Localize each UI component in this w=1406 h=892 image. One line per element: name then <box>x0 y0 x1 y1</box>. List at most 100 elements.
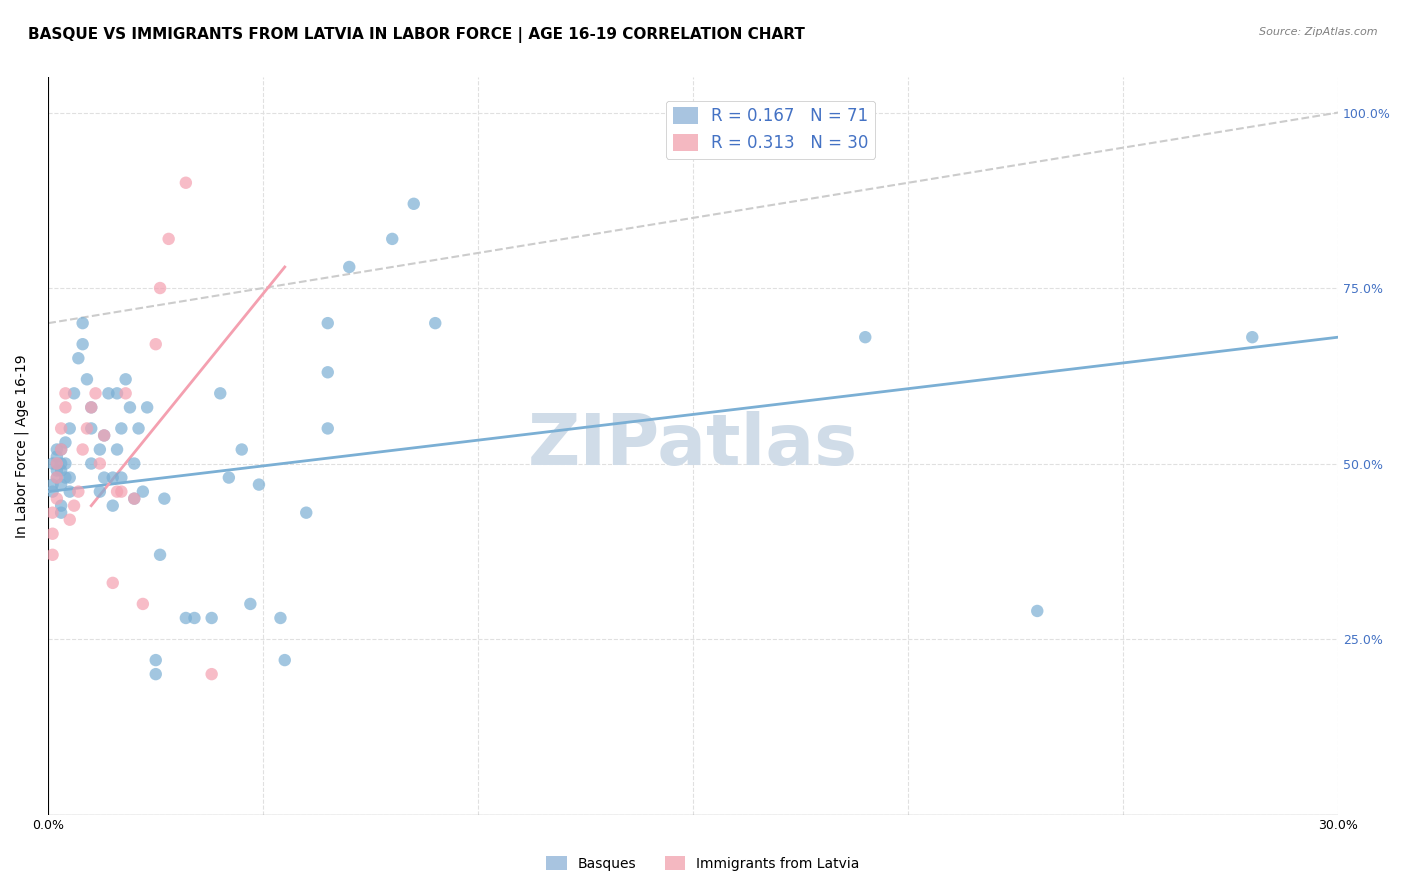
Point <box>101 575 124 590</box>
Point <box>402 196 425 211</box>
Point <box>72 337 94 351</box>
Point <box>55 470 77 484</box>
Point <box>122 491 145 506</box>
Point <box>59 484 82 499</box>
Point <box>80 457 103 471</box>
Point <box>145 653 167 667</box>
Point <box>80 401 103 415</box>
Point <box>174 611 197 625</box>
Point <box>49 464 72 478</box>
Point <box>49 442 72 457</box>
Point <box>157 232 180 246</box>
Point <box>59 421 82 435</box>
Point <box>45 464 67 478</box>
Point <box>122 491 145 506</box>
Point <box>80 401 103 415</box>
Text: ZIPatlas: ZIPatlas <box>529 411 858 481</box>
Point <box>97 386 120 401</box>
Point <box>295 506 318 520</box>
Point <box>89 457 111 471</box>
Point <box>110 421 132 435</box>
Point <box>1241 330 1264 344</box>
Point <box>45 442 67 457</box>
Point <box>201 611 224 625</box>
Point <box>231 442 253 457</box>
Point <box>132 597 155 611</box>
Point <box>101 499 124 513</box>
Point <box>853 330 876 344</box>
Point <box>93 470 115 484</box>
Point <box>122 457 145 471</box>
Text: Source: ZipAtlas.com: Source: ZipAtlas.com <box>1260 27 1378 37</box>
Point <box>63 499 86 513</box>
Point <box>269 611 291 625</box>
Point <box>105 442 128 457</box>
Point <box>72 442 94 457</box>
Point <box>45 457 67 471</box>
Point <box>93 428 115 442</box>
Point <box>41 477 63 491</box>
Point <box>45 457 67 471</box>
Point <box>239 597 262 611</box>
Point <box>41 526 63 541</box>
Point <box>67 484 90 499</box>
Point <box>381 232 404 246</box>
Point <box>49 477 72 491</box>
Point <box>316 365 339 379</box>
Point <box>89 442 111 457</box>
Point <box>316 316 339 330</box>
Point <box>132 484 155 499</box>
Point <box>41 484 63 499</box>
Point <box>114 386 136 401</box>
Point <box>105 484 128 499</box>
Point <box>101 470 124 484</box>
Point <box>110 470 132 484</box>
Point <box>105 386 128 401</box>
Point <box>59 513 82 527</box>
Point <box>55 435 77 450</box>
Point <box>174 176 197 190</box>
Point <box>84 386 107 401</box>
Point <box>89 484 111 499</box>
Point <box>316 421 339 435</box>
Point <box>183 611 205 625</box>
Point <box>201 667 224 681</box>
Point <box>76 372 98 386</box>
Text: BASQUE VS IMMIGRANTS FROM LATVIA IN LABOR FORCE | AGE 16-19 CORRELATION CHART: BASQUE VS IMMIGRANTS FROM LATVIA IN LABO… <box>28 27 806 43</box>
Point <box>1026 604 1049 618</box>
Point <box>55 386 77 401</box>
Point <box>425 316 447 330</box>
Point <box>145 337 167 351</box>
Point <box>45 491 67 506</box>
Point <box>149 281 172 295</box>
Point <box>55 401 77 415</box>
Point <box>136 401 159 415</box>
Legend: Basques, Immigrants from Latvia: Basques, Immigrants from Latvia <box>541 850 865 876</box>
Point <box>49 506 72 520</box>
Point <box>153 491 176 506</box>
Point <box>49 442 72 457</box>
Point <box>49 499 72 513</box>
Point <box>45 450 67 464</box>
Point <box>76 421 98 435</box>
Point <box>274 653 297 667</box>
Point <box>49 457 72 471</box>
Point <box>67 351 90 366</box>
Point <box>93 428 115 442</box>
Point <box>209 386 232 401</box>
Point <box>80 421 103 435</box>
Point <box>41 548 63 562</box>
Y-axis label: In Labor Force | Age 16-19: In Labor Force | Age 16-19 <box>15 354 30 538</box>
Point <box>41 457 63 471</box>
Point <box>337 260 360 274</box>
Point <box>59 470 82 484</box>
Point <box>145 667 167 681</box>
Point <box>128 421 150 435</box>
Point <box>114 372 136 386</box>
Point <box>45 470 67 484</box>
Point <box>247 477 270 491</box>
Point <box>218 470 240 484</box>
Point <box>149 548 172 562</box>
Legend: R = 0.167   N = 71, R = 0.313   N = 30: R = 0.167 N = 71, R = 0.313 N = 30 <box>666 101 875 159</box>
Point <box>118 401 141 415</box>
